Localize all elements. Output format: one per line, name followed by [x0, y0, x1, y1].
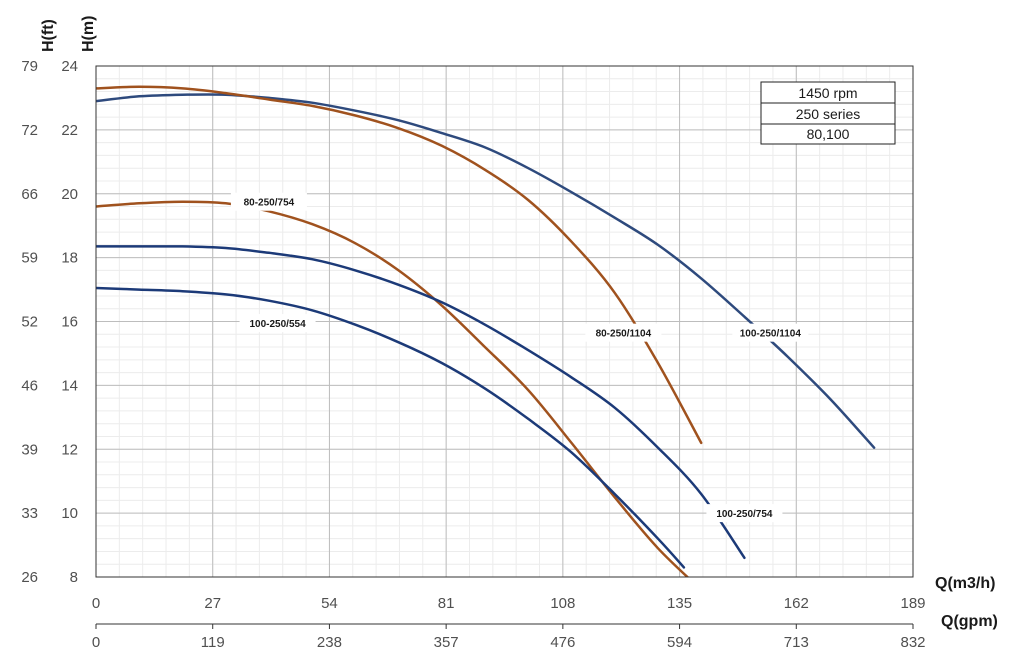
legend-series: 250 series: [796, 106, 861, 122]
x2-tick-label: 713: [784, 634, 809, 651]
curve-label-text: 100-250/1104: [740, 329, 802, 340]
legend-sizes: 80,100: [807, 126, 850, 142]
y2-tick-label: 79: [21, 58, 38, 75]
y-tick-label: 18: [61, 250, 78, 267]
curve-80-250-1104: [96, 85, 703, 445]
curve-label-text: 100-250/754: [716, 509, 773, 520]
curve-label-80-250-754: 80-250/754: [230, 192, 307, 211]
y-tick-label: 22: [61, 122, 78, 139]
x2-tick-label: 357: [434, 634, 459, 651]
x2-tick-label: 119: [201, 634, 225, 651]
x2-axis-ticks: 0 119 238 357 476 594 713 832: [92, 624, 926, 651]
x-tick-label: 27: [204, 595, 221, 612]
curve-label-100-250-554: 100-250/554: [239, 314, 316, 333]
x2-tick-label: 476: [550, 634, 575, 651]
y2-tick-label: 39: [21, 441, 38, 458]
x-axis-title: Q(m3/h): [935, 575, 995, 592]
y2-axis-title: H(ft): [40, 19, 57, 52]
x2-tick-label: 0: [92, 634, 100, 651]
curve-label-text: 80-250/754: [244, 198, 295, 209]
y2-tick-label: 26: [21, 569, 38, 586]
curve-label-backing: [732, 323, 809, 342]
legend-box: 1450 rpm 250 series 80,100: [760, 81, 896, 145]
x-tick-label: 0: [92, 595, 100, 612]
curve-100-250-1104: [96, 93, 876, 449]
y2-tick-label: 33: [21, 505, 38, 522]
curve-label-100-250-754: 100-250/754: [706, 504, 783, 523]
y-tick-label: 8: [70, 569, 78, 586]
x2-tick-label: 594: [667, 634, 692, 651]
curve-100-250-754: [96, 245, 746, 560]
curve-label-100-250-1104: 100-250/1104: [732, 323, 809, 342]
x-tick-label: 54: [321, 595, 338, 612]
y2-tick-label: 52: [21, 314, 38, 331]
legend-speed: 1450 rpm: [798, 85, 857, 101]
curve-80-250-754: [96, 200, 690, 577]
curve-label-text: 100-250/554: [249, 319, 306, 330]
x-tick-label: 108: [550, 595, 575, 612]
y-tick-label: 14: [61, 377, 78, 394]
y-tick-label: 12: [61, 441, 78, 458]
curve-label-backing: [239, 314, 316, 333]
y2-tick-label: 66: [21, 186, 38, 203]
y-tick-label: 20: [61, 186, 78, 203]
y-tick-label: 16: [61, 314, 78, 331]
x2-axis-title: Q(gpm): [941, 613, 998, 630]
x-tick-label: 162: [784, 595, 809, 612]
y2-axis-ticks: 26 33 39 46 52 59 66 72 79: [21, 58, 38, 586]
y2-tick-label: 46: [21, 377, 38, 394]
curve-label-80-250-1104: 80-250/1104: [585, 323, 662, 342]
x-axis-ticks: 0 27 54 81 108 135 162 189: [92, 595, 926, 612]
x-tick-label: 189: [900, 595, 925, 612]
y-axis-title: H(m): [80, 16, 97, 52]
y2-tick-label: 59: [21, 250, 38, 267]
y-tick-label: 10: [61, 505, 78, 522]
curve-labels: 100-250/1104 80-250/1104 80-250/754 100-250…: [230, 192, 809, 523]
x2-tick-label: 238: [317, 634, 342, 651]
y-tick-label: 24: [61, 58, 78, 75]
plot-frame: [95, 65, 914, 578]
y2-tick-label: 72: [21, 122, 38, 139]
curve-label-backing: [230, 192, 307, 211]
x2-tick-label: 832: [900, 634, 925, 651]
performance-curves: [96, 85, 876, 577]
curve-100-250-554: [96, 286, 686, 569]
legend-frame: [760, 81, 896, 145]
x-tick-label: 81: [438, 595, 455, 612]
curve-label-backing: [706, 504, 783, 523]
y-axis-ticks: 8 10 12 14 16 18 20 22 24: [61, 58, 78, 586]
curve-label-text: 80-250/1104: [596, 329, 652, 340]
x-tick-label: 135: [667, 595, 692, 612]
curve-label-backing: [585, 323, 662, 342]
